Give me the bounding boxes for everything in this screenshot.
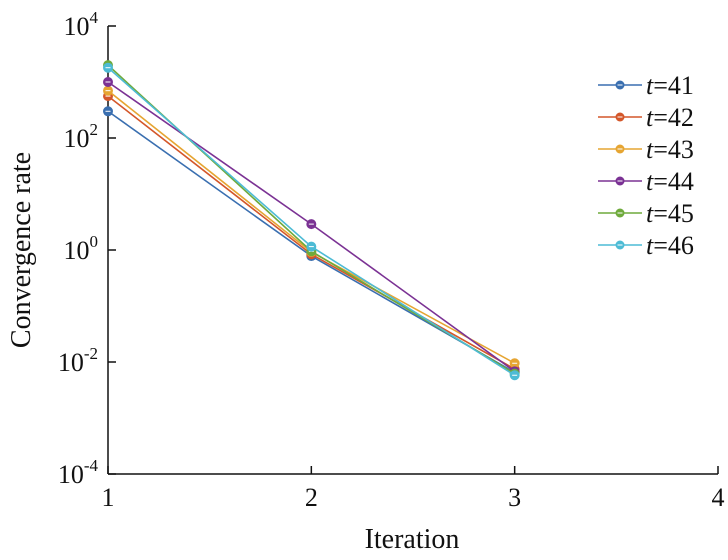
x-tick-label: 1 [102, 483, 115, 512]
legend-entry: t=43 [598, 135, 694, 164]
legend-entry: t=41 [598, 71, 694, 100]
legend-entry: t=45 [598, 199, 694, 228]
y-tick-label: 104 [64, 8, 99, 41]
x-tick-label: 3 [508, 483, 521, 512]
legend-label: t=43 [646, 135, 694, 164]
y-tick-label: 102 [64, 120, 99, 153]
legend-label: t=46 [646, 231, 694, 260]
legend: t=41 t=42 t=43 t=44 t=45 t=46 [598, 71, 694, 260]
legend-label: t=42 [646, 103, 694, 132]
legend-entry: t=44 [598, 167, 694, 196]
y-tick-label: 10-4 [58, 456, 99, 489]
legend-entry: t=46 [598, 231, 694, 260]
legend-label: t=41 [646, 71, 694, 100]
legend-label: t=44 [646, 167, 694, 196]
x-tick-label: 4 [712, 483, 725, 512]
x-axis-title: Iteration [365, 524, 460, 555]
y-axis-title: Convergence rate [6, 152, 37, 348]
y-tick-label: 100 [64, 232, 99, 265]
series-layer [103, 60, 520, 381]
legend-label: t=45 [646, 199, 694, 228]
series-5 [103, 62, 520, 381]
legend-entry: t=42 [598, 103, 694, 132]
y-tick-label: 10-2 [58, 344, 98, 377]
axes: 1 2 3 4 10-4 10-2 100 102 104 [58, 8, 725, 512]
x-tick-label: 2 [305, 483, 318, 512]
